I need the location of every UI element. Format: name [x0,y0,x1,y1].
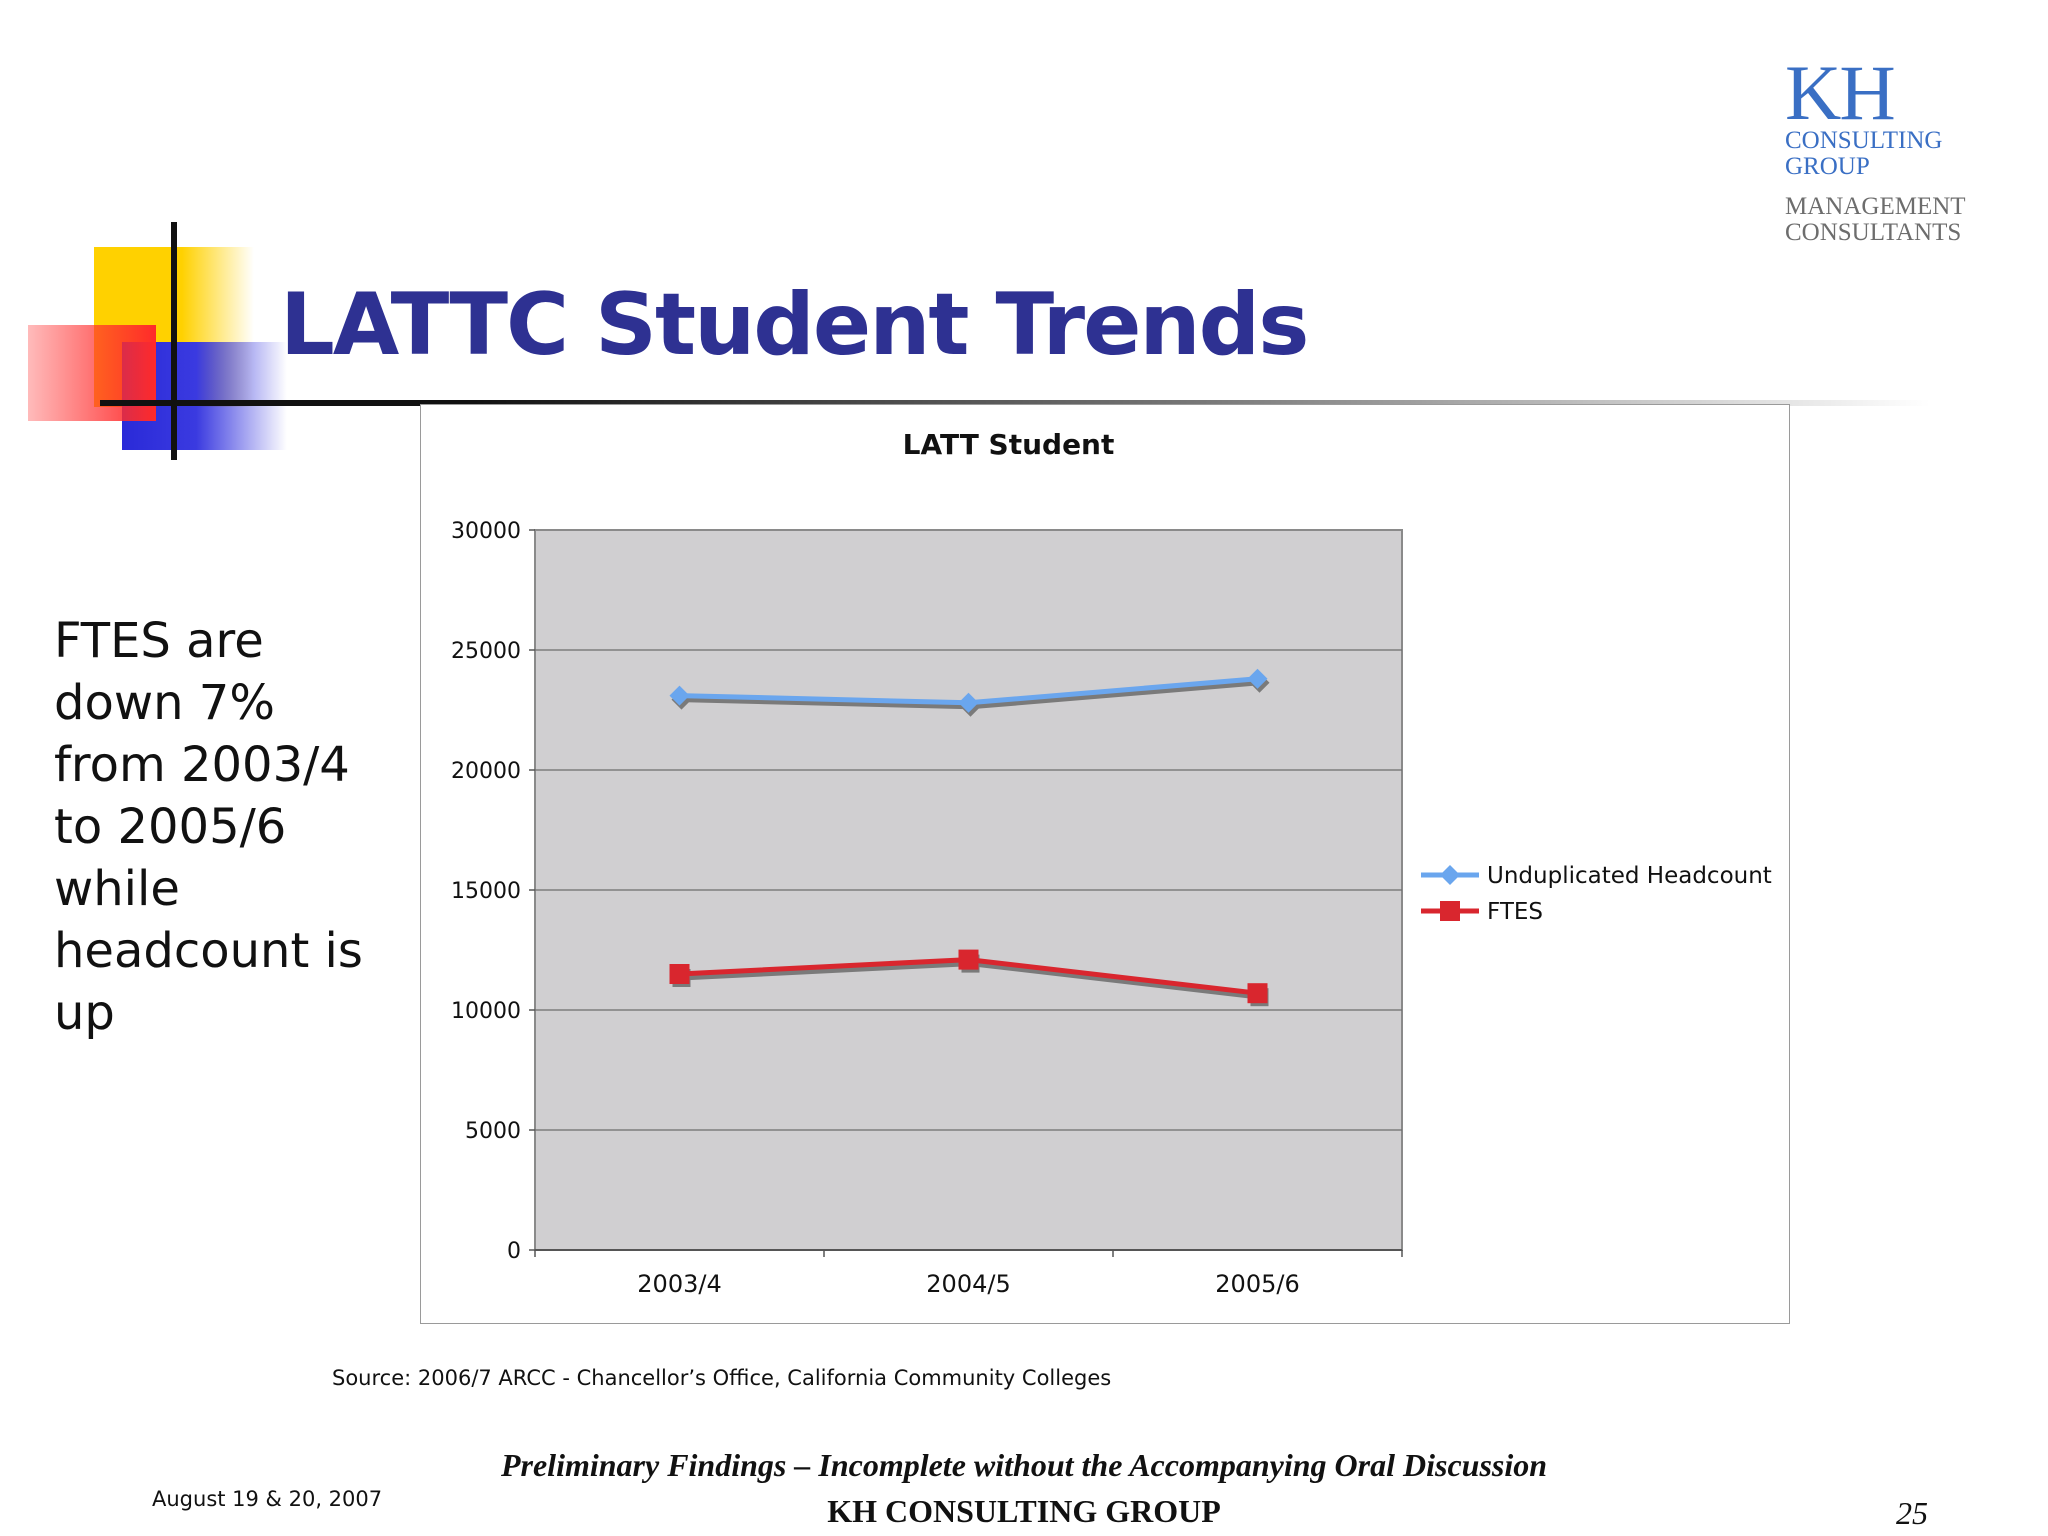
y-tick-label: 25000 [451,639,521,664]
logo-text-consultants: CONSULTANTS [1785,219,1962,246]
chart-frame: LATT Student 0 5000 10000 15000 20000 25000 300… [420,404,1790,1324]
footer-disclaimer: Preliminary Findings – Incomplete withou… [500,1447,1548,1483]
y-tick-label: 0 [507,1239,521,1264]
company-logo: KH CONSULTING GROUP MANAGEMENT CONSULTAN… [1785,49,2005,246]
y-tick-label: 10000 [451,999,521,1024]
source-note: Source: 2006/7 ARCC - Chancellor’s Offic… [332,1366,1112,1390]
logo-mark: KH [1785,49,1896,136]
data-point-ftes [958,949,979,970]
data-point-ftes [1247,983,1268,1004]
title-underline [100,400,1930,406]
data-point-ftes [669,964,690,984]
decor-vertical-line [171,222,177,460]
y-tick-label: 30000 [451,519,521,544]
chart-title: LATT Student [903,428,1115,461]
footer-company: KH CONSULTING GROUP [827,1493,1221,1529]
legend-label-ftes: FTES [1487,899,1543,925]
footer-date: August 19 & 20, 2007 [152,1487,383,1511]
logo-text-group: GROUP [1785,153,1870,180]
x-tick-label: 2003/4 [637,1270,721,1298]
decor-red-square [28,325,156,421]
data-point-unduplicated-headcount [669,685,690,706]
side-note: FTES are down 7% from 2003/4 to 2005/6 w… [54,613,363,1041]
data-point-unduplicated-headcount [1247,668,1268,689]
data-point-unduplicated-headcount [958,692,979,713]
x-tick-label: 2005/6 [1215,1270,1299,1298]
y-tick-label: 5000 [465,1119,521,1144]
y-tick-label: 15000 [451,879,521,904]
legend-label-unduplicated-headcount: Unduplicated Headcount [1487,863,1772,889]
logo-text-consulting: CONSULTING [1785,127,1943,154]
slide-title: LATTC Student Trends [280,275,1309,375]
x-tick-label: 2004/5 [926,1270,1010,1298]
y-tick-label: 20000 [451,759,521,784]
line-chart: LATT Student 0 5000 10000 15000 20000 25000 300… [451,428,1772,1298]
legend-marker-unduplicated-headcount [1440,865,1460,885]
logo-text-management: MANAGEMENT [1785,193,1966,220]
legend-marker-ftes [1440,901,1460,921]
page-number: 25 [1896,1495,1928,1531]
